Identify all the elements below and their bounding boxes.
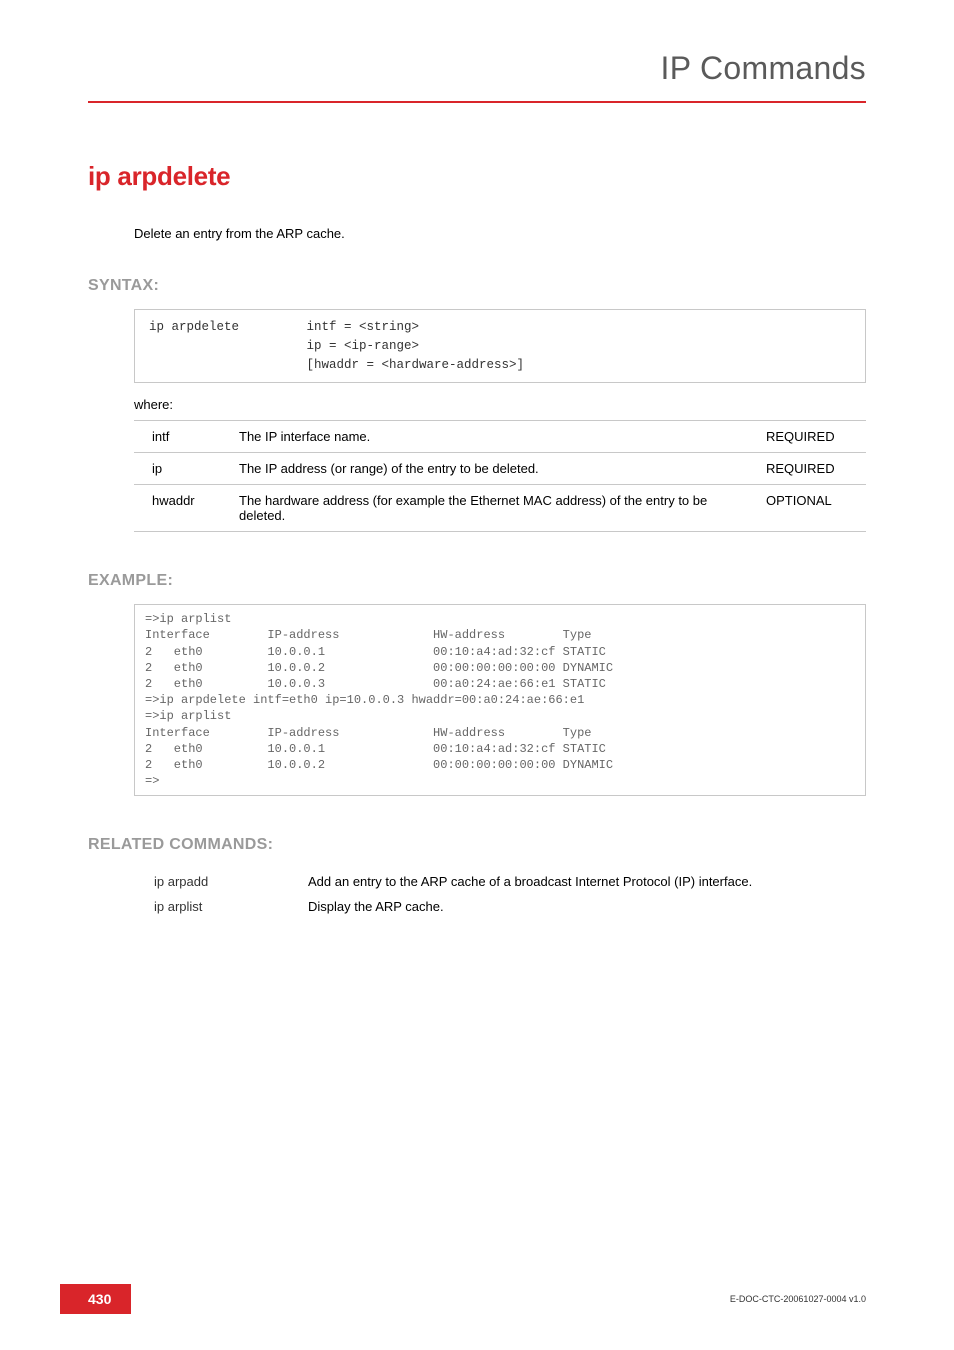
example-output: =>ip arplist Interface IP-address HW-add… [134,604,866,796]
page-header-title: IP Commands [88,50,866,87]
param-required: OPTIONAL [756,485,866,532]
param-desc: The IP interface name. [229,421,756,453]
param-required: REQUIRED [756,453,866,485]
related-cmd-name: ip arplist [136,895,306,918]
syntax-box: ip arpdelete intf = <string> ip = <ip-ra… [134,309,866,383]
related-commands-table: ip arpadd Add an entry to the ARP cache … [134,868,866,920]
command-description: Delete an entry from the ARP cache. [134,226,866,241]
param-name: intf [134,421,229,453]
where-label: where: [134,397,866,412]
syntax-heading: SYNTAX: [88,277,866,295]
param-name: hwaddr [134,485,229,532]
parameter-table: intf The IP interface name. REQUIRED ip … [134,420,866,532]
table-row: ip The IP address (or range) of the entr… [134,453,866,485]
example-heading: EXAMPLE: [88,572,866,590]
table-row: intf The IP interface name. REQUIRED [134,421,866,453]
param-desc: The hardware address (for example the Et… [229,485,756,532]
related-cmd-desc: Add an entry to the ARP cache of a broad… [308,870,864,893]
param-name: ip [134,453,229,485]
table-row: hwaddr The hardware address (for example… [134,485,866,532]
related-cmd-desc: Display the ARP cache. [308,895,864,918]
related-cmd-name: ip arpadd [136,870,306,893]
param-required: REQUIRED [756,421,866,453]
header-rule [88,101,866,103]
table-row: ip arplist Display the ARP cache. [136,895,864,918]
page-number-badge: 430 [60,1284,131,1314]
command-title: ip arpdelete [88,161,866,192]
page-footer: 430 E-DOC-CTC-20061027-0004 v1.0 [0,1284,954,1314]
table-row: ip arpadd Add an entry to the ARP cache … [136,870,864,893]
document-id: E-DOC-CTC-20061027-0004 v1.0 [730,1294,866,1304]
param-desc: The IP address (or range) of the entry t… [229,453,756,485]
related-heading: RELATED COMMANDS: [88,836,866,854]
